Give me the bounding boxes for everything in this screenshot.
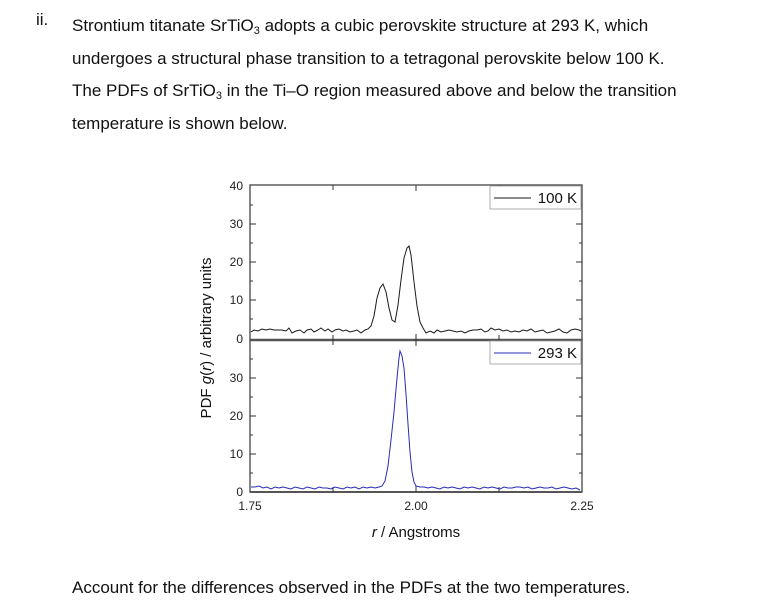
top-y-tick-labels: 40 30 20 10 0 [230,179,244,346]
svg-text:30: 30 [230,371,244,385]
question-number: ii. [36,10,49,29]
series-293k-line [251,349,581,491]
svg-text:30: 30 [230,217,244,231]
svg-text:1.75: 1.75 [238,499,262,513]
top-y-ticks [250,185,582,340]
svg-text:10: 10 [230,293,244,307]
pdf-chart: PDF g(r) / arbitrary units 40 30 [198,179,594,541]
svg-text:0: 0 [236,332,243,346]
svg-text:40: 40 [230,179,244,193]
legend-293k: 293 K [489,340,582,365]
question-line-3: The PDFs of SrTiO3 in the Ti–O region me… [72,81,677,102]
svg-text:100 K: 100 K [538,190,577,207]
question-line-2: undergoes a structural phase transition … [72,48,665,68]
svg-text:0: 0 [236,485,243,499]
pdf-figure: PDF g(r) / arbitrary units 40 30 [0,160,771,550]
svg-text:10: 10 [230,447,244,461]
svg-text:20: 20 [230,409,244,423]
x-tick-labels: 1.75 2.00 2.25 [238,499,594,513]
svg-text:293 K: 293 K [538,345,577,362]
question-prompt: Account for the differences observed in … [72,578,631,597]
question-body: Strontium titanate SrTiO3 adopts a cubic… [72,10,762,140]
question-line-1: Strontium titanate SrTiO3 adopts a cubic… [72,16,649,37]
bottom-y-tick-labels: 30 20 10 0 [230,371,244,499]
x-axis-label: r / Angstroms [372,524,460,541]
svg-text:20: 20 [230,255,244,269]
svg-text:2.25: 2.25 [570,499,594,513]
legend-100k: 100 K [489,185,582,210]
series-100k-line [250,245,582,334]
y-axis-label: PDF g(r) / arbitrary units [198,258,215,419]
svg-text:2.00: 2.00 [404,499,428,513]
question-line-4: temperature is shown below. [72,113,288,133]
